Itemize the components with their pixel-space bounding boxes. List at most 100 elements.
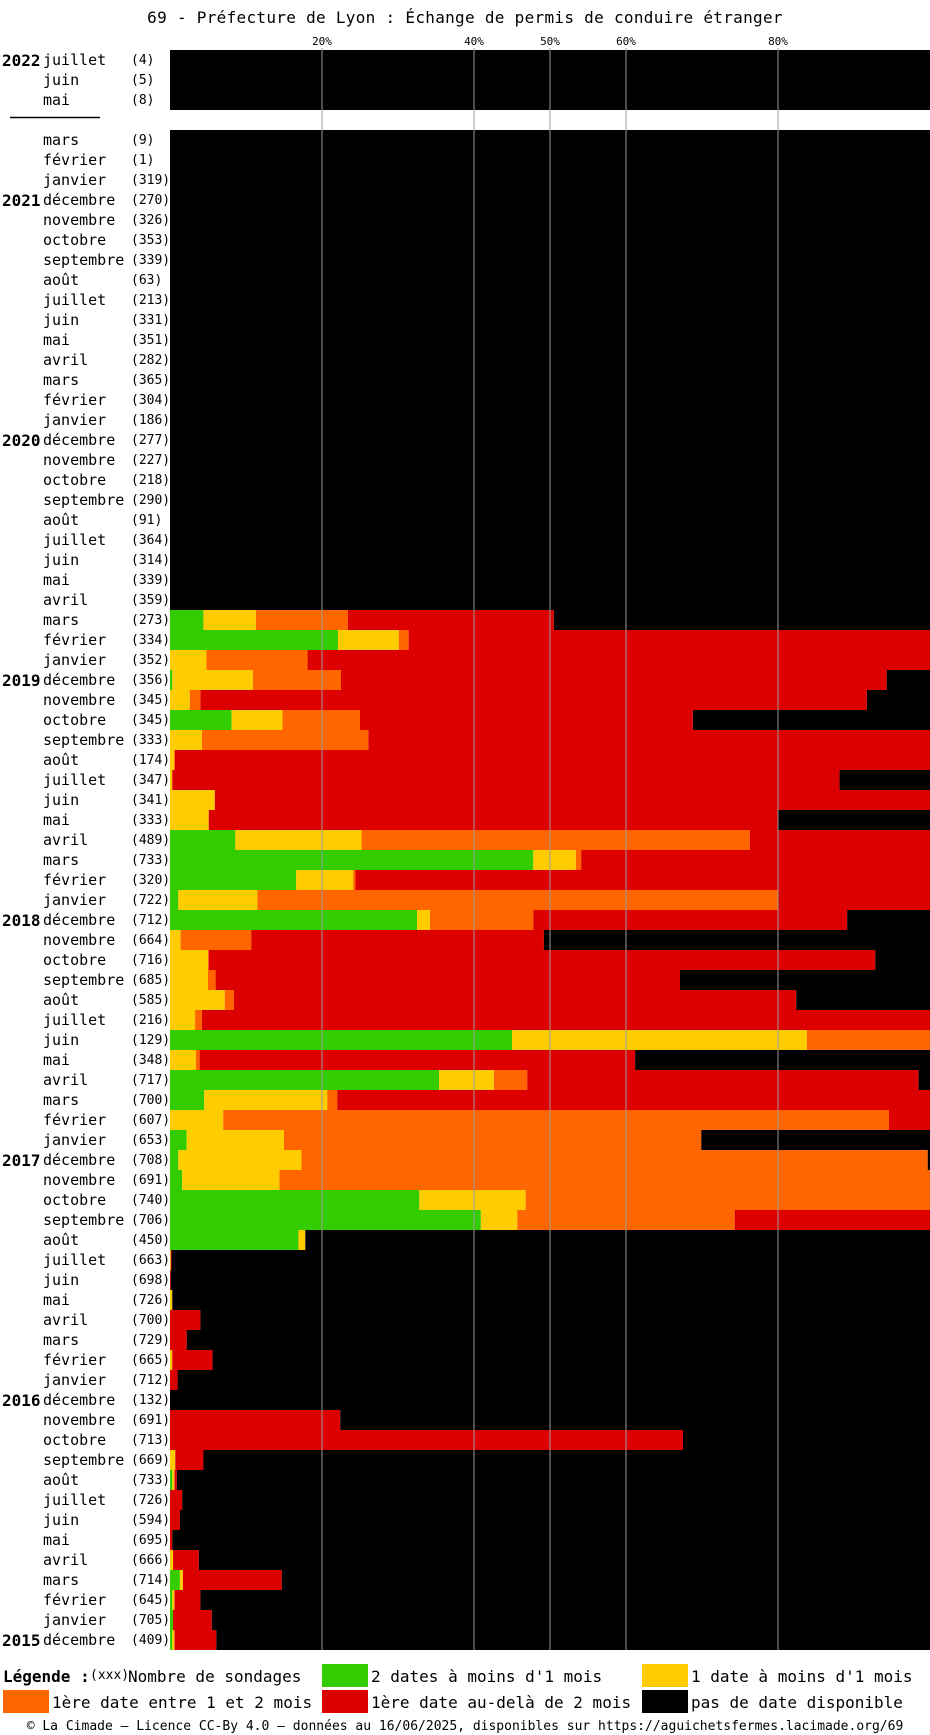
bar-segment-y: [178, 890, 258, 910]
month-label: décembre: [43, 191, 115, 209]
legend-swatch-orange: [3, 1690, 49, 1713]
month-label: mai: [43, 811, 70, 829]
month-label: novembre: [43, 691, 115, 709]
count-label: (726): [131, 1293, 170, 1308]
bar-segment-y: [170, 730, 202, 750]
count-label: (365): [131, 373, 170, 388]
count-label: (700): [131, 1093, 170, 1108]
count-label: (331): [131, 313, 170, 328]
legend-label-red: 1ère date au-delà de 2 mois: [371, 1693, 632, 1712]
count-label: (277): [131, 433, 170, 448]
bar-segment-b: [203, 1450, 930, 1470]
count-label: (9): [131, 133, 154, 148]
month-label: mai: [43, 1051, 70, 1069]
bar-segment-y: [170, 1550, 174, 1570]
bar-segment-b: [198, 1550, 930, 1570]
bar-segment-o: [429, 910, 534, 930]
bar-segment-b: [281, 1570, 930, 1590]
bar-segment-o: [398, 630, 409, 650]
bar-segment-y: [170, 1290, 173, 1310]
bar-segment-y: [533, 850, 576, 870]
bar-segment-r: [170, 1250, 172, 1270]
bar-segment-b: [796, 990, 930, 1010]
bar-segment-r: [337, 1090, 930, 1110]
year-label: 2017: [2, 1151, 41, 1170]
count-label: (132): [131, 1393, 170, 1408]
bar-segment-g: [170, 610, 204, 630]
bar-segment-r: [170, 1370, 178, 1390]
month-label: décembre: [43, 1391, 115, 1409]
bar-segment-b: [543, 930, 930, 950]
month-label: septembre: [43, 491, 124, 509]
month-label: avril: [43, 831, 88, 849]
month-label: septembre: [43, 971, 124, 989]
count-label: (356): [131, 673, 170, 688]
count-label: (712): [131, 1373, 170, 1388]
count-label: (333): [131, 813, 170, 828]
count-label: (665): [131, 1353, 170, 1368]
bar-segment-r: [174, 1470, 177, 1490]
count-label: (706): [131, 1213, 170, 1228]
bar-segment-r: [734, 1210, 930, 1230]
bar-segment-b: [200, 1590, 930, 1610]
count-label: (409): [131, 1633, 170, 1648]
month-label: mars: [43, 131, 79, 149]
bar-segment-y: [337, 630, 399, 650]
bar-segment-b: [216, 1630, 930, 1650]
x-tick-label: 40%: [464, 35, 484, 48]
bar-segment-r: [208, 810, 778, 830]
bar-segment-y: [170, 1450, 176, 1470]
month-label: février: [43, 631, 106, 649]
bar-segment-o: [223, 1110, 889, 1130]
count-label: (663): [131, 1253, 170, 1268]
bar-segment-y: [170, 930, 181, 950]
bar-segment-r: [355, 870, 930, 890]
bar-segment-y: [170, 650, 207, 670]
bar-segment-g: [170, 1630, 173, 1650]
bar-segment-b: [866, 690, 930, 710]
bar-segment-o: [208, 970, 216, 990]
bar-segment-y: [170, 1010, 196, 1030]
bar-segment-r: [307, 650, 930, 670]
bar-segment-y: [204, 1090, 328, 1110]
bar-segment-g: [170, 1590, 173, 1610]
bar-segment-g: [170, 830, 236, 850]
count-label: (4): [131, 53, 154, 68]
month-label: mai: [43, 91, 70, 109]
bar-segment-r: [888, 1110, 930, 1130]
month-label: septembre: [43, 1211, 124, 1229]
count-label: (359): [131, 593, 170, 608]
count-label: (691): [131, 1413, 170, 1428]
count-label: (714): [131, 1573, 170, 1588]
bar-segment-g: [170, 1230, 299, 1250]
count-label: (698): [131, 1273, 170, 1288]
count-label: (740): [131, 1193, 170, 1208]
bar-segment-r: [173, 1550, 199, 1570]
month-label: novembre: [43, 1171, 115, 1189]
month-label: juillet: [43, 1011, 106, 1029]
count-label: (691): [131, 1173, 170, 1188]
month-label: octobre: [43, 1191, 106, 1209]
month-label: décembre: [43, 1631, 115, 1649]
bar-segment-g: [170, 1570, 180, 1590]
month-label: octobre: [43, 951, 106, 969]
bar-segment-r: [174, 1590, 201, 1610]
legend-swatch-red: [322, 1690, 368, 1713]
bar-segment-o: [195, 1010, 202, 1030]
bar-segment-g: [170, 630, 338, 650]
month-label: juin: [43, 791, 79, 809]
year-label: 2015: [2, 1631, 41, 1650]
month-label: septembre: [43, 731, 124, 749]
count-label: (712): [131, 913, 170, 928]
month-label: janvier: [43, 1611, 106, 1629]
bar-segment-y: [170, 790, 215, 810]
bar-segment-r: [174, 1630, 217, 1650]
bar-segment-b: [553, 610, 930, 630]
month-label: avril: [43, 1071, 88, 1089]
bar-segment-b: [875, 950, 930, 970]
month-label: février: [43, 391, 106, 409]
month-label: novembre: [43, 451, 115, 469]
count-label: (314): [131, 553, 170, 568]
count-label: (282): [131, 353, 170, 368]
bar-segment-y: [170, 750, 175, 770]
